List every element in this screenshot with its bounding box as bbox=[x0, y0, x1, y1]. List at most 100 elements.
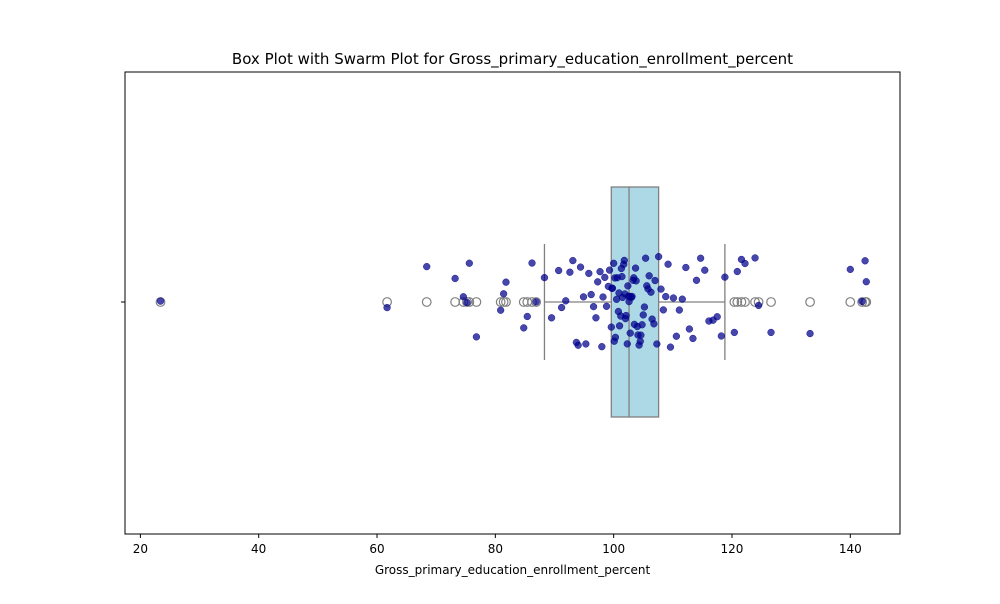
swarm-point bbox=[562, 297, 570, 305]
swarm-point bbox=[502, 278, 510, 286]
swarm-point bbox=[657, 285, 665, 293]
outlier-point bbox=[736, 297, 747, 307]
outlier-point bbox=[766, 297, 776, 307]
plot-area bbox=[124, 71, 901, 535]
swarm-point bbox=[653, 340, 661, 348]
swarm-point bbox=[607, 323, 615, 331]
swarm-point bbox=[465, 259, 473, 267]
swarm-point bbox=[682, 263, 690, 272]
swarm-point bbox=[622, 311, 630, 320]
swarm-point bbox=[523, 312, 531, 321]
x-tick-label: 140 bbox=[839, 542, 862, 556]
swarm-point bbox=[623, 340, 631, 348]
outlier-point bbox=[501, 297, 511, 307]
swarm-point bbox=[618, 272, 626, 281]
outlier-point bbox=[845, 297, 856, 307]
swarm-point bbox=[806, 329, 814, 338]
swarm-point bbox=[547, 314, 556, 322]
swarm-point bbox=[459, 293, 467, 301]
swarm-point bbox=[605, 266, 614, 274]
swarm-point bbox=[587, 290, 595, 299]
outlier-point bbox=[450, 297, 461, 307]
swarm-point bbox=[755, 301, 763, 310]
swarm-point bbox=[655, 253, 663, 261]
swarm-point bbox=[672, 332, 680, 340]
swarm-point bbox=[566, 268, 574, 276]
x-tick-label: 80 bbox=[488, 542, 503, 556]
outlier-point bbox=[729, 297, 740, 307]
swarm-point bbox=[156, 297, 165, 305]
swarm-point bbox=[540, 274, 549, 282]
plot-frame bbox=[124, 71, 901, 535]
x-tick-label: 20 bbox=[133, 542, 148, 556]
outlier-point bbox=[805, 297, 815, 307]
swarm-point bbox=[528, 259, 536, 267]
swarm-point bbox=[651, 276, 659, 285]
outlier-point bbox=[732, 297, 743, 307]
swarm-point bbox=[383, 303, 391, 312]
swarm-point bbox=[717, 332, 725, 340]
x-tick-label: 60 bbox=[369, 542, 384, 556]
swarm-point bbox=[615, 322, 624, 330]
swarm-point bbox=[639, 311, 647, 319]
outlier-point bbox=[857, 297, 868, 307]
outlier-point bbox=[462, 297, 472, 307]
swarm-point bbox=[576, 263, 585, 271]
swarm-point bbox=[497, 306, 505, 314]
swarm-point bbox=[585, 269, 593, 278]
swarm-point bbox=[713, 313, 721, 321]
swarm-point bbox=[601, 273, 609, 281]
swarm-point bbox=[558, 303, 566, 312]
swarm-point bbox=[602, 302, 611, 310]
swarm-point bbox=[862, 278, 870, 286]
swarm-point bbox=[555, 266, 563, 275]
swarm-point bbox=[697, 254, 705, 262]
swarm-point bbox=[500, 290, 508, 298]
swarm-point bbox=[701, 266, 709, 274]
swarm-point bbox=[721, 273, 729, 281]
swarm-point bbox=[610, 259, 618, 267]
swarm-point bbox=[675, 306, 683, 314]
x-tick-label: 100 bbox=[602, 542, 625, 556]
swarm-point bbox=[689, 334, 697, 343]
swarm-point bbox=[730, 328, 738, 337]
swarm-point bbox=[662, 292, 670, 301]
swarm-point bbox=[582, 340, 590, 348]
swarm-point bbox=[678, 295, 686, 303]
swarm-point bbox=[624, 282, 632, 290]
swarm-point bbox=[451, 274, 459, 283]
swarm-point bbox=[626, 329, 634, 337]
swarm-point bbox=[650, 320, 658, 328]
swarm-point bbox=[636, 337, 644, 345]
outlier-point bbox=[531, 297, 542, 307]
swarm-point bbox=[659, 306, 667, 314]
swarm-point bbox=[767, 328, 775, 337]
swarm-point bbox=[741, 259, 749, 268]
chart-title: Box Plot with Swarm Plot for Gross_prima… bbox=[232, 50, 793, 69]
swarm-point bbox=[579, 293, 588, 301]
swarm-point bbox=[589, 303, 598, 311]
swarm-point bbox=[611, 333, 620, 341]
swarm-point bbox=[532, 298, 540, 306]
swarm-point bbox=[637, 331, 645, 339]
swarm-point bbox=[751, 254, 759, 262]
outlier-point bbox=[471, 297, 482, 307]
swarm-point bbox=[858, 297, 866, 306]
swarm-point bbox=[638, 321, 646, 329]
swarm-point bbox=[574, 341, 582, 349]
swarm-point bbox=[628, 292, 636, 301]
swarm-point bbox=[642, 254, 650, 262]
swarm-point bbox=[594, 278, 602, 286]
swarm-point bbox=[423, 263, 431, 271]
outlier-point bbox=[421, 297, 432, 307]
x-tick-label: 40 bbox=[251, 542, 266, 556]
swarm-point bbox=[608, 284, 617, 292]
swarm-point bbox=[620, 256, 628, 264]
swarm-point bbox=[692, 276, 701, 284]
outlier-point bbox=[740, 297, 750, 307]
swarm-point bbox=[647, 288, 655, 296]
swarm-point bbox=[520, 324, 528, 332]
x-axis: 20 40 60 80 100 120 140 bbox=[121, 301, 862, 556]
outlier-point bbox=[495, 297, 506, 307]
